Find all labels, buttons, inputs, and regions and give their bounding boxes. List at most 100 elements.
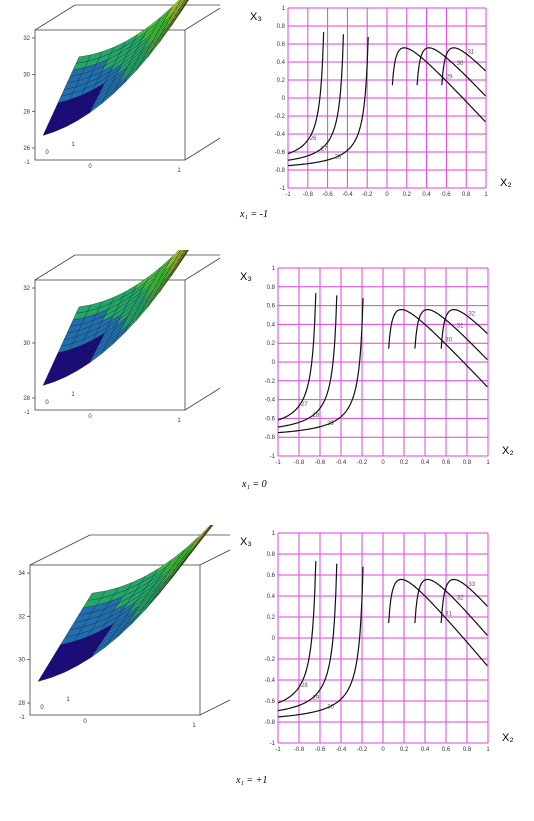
surface-facet bbox=[174, 250, 185, 261]
surface-facet bbox=[177, 250, 183, 256]
contour-label: 29 bbox=[446, 75, 453, 81]
surface-facet bbox=[169, 0, 182, 12]
x-tick-label: 0 bbox=[385, 192, 389, 198]
x-tick-label: -1 bbox=[285, 192, 291, 198]
surface-facet bbox=[174, 0, 185, 11]
contour-line bbox=[277, 295, 338, 428]
y-tick-label: 1 bbox=[272, 266, 276, 272]
x-tick-label: 1 bbox=[486, 747, 490, 753]
contour-line bbox=[277, 298, 364, 434]
box-edge bbox=[90, 534, 230, 536]
surface-facet bbox=[180, 0, 187, 7]
box-edge bbox=[184, 257, 220, 281]
x-tick-label: 0.2 bbox=[400, 460, 409, 466]
x-tick-label: -1 bbox=[275, 460, 281, 466]
box-edge bbox=[199, 549, 230, 566]
x-tick-label: -0.4 bbox=[336, 747, 347, 753]
y-axis-label: X₃ bbox=[240, 536, 252, 548]
caption-row-2: x₁ = 0 bbox=[242, 479, 267, 490]
x-tick-label: -0.8 bbox=[294, 747, 305, 753]
base-tick-label: 1 bbox=[177, 418, 181, 424]
y-tick-label: 0 bbox=[272, 636, 276, 642]
contour-label: 33 bbox=[468, 582, 475, 588]
base-tick-label: 0 bbox=[88, 414, 92, 420]
surface-plot-3: 34 32 30 28 -1 0 1 0 1 bbox=[18, 525, 230, 729]
contour-label: 28 bbox=[335, 154, 342, 160]
surface-facet bbox=[180, 250, 187, 257]
box-edge bbox=[75, 254, 220, 256]
contour-label: 26 bbox=[310, 136, 317, 142]
surface-facet bbox=[166, 0, 182, 18]
x-tick-label: 0.8 bbox=[463, 460, 472, 466]
y-tick-label: 1 bbox=[272, 531, 276, 537]
surface-facet bbox=[183, 0, 186, 2]
base-tick-label: 0 bbox=[45, 400, 49, 406]
x-tick-label: -0.2 bbox=[362, 192, 373, 198]
x-tick-label: 1 bbox=[486, 460, 490, 466]
z-tick-label: 28 bbox=[23, 109, 30, 115]
contour-line bbox=[388, 308, 488, 388]
x-axis-label: X₂ bbox=[502, 732, 514, 744]
surface-facet bbox=[177, 250, 188, 263]
contour-line bbox=[388, 578, 488, 667]
x-tick-label: 0.6 bbox=[442, 192, 451, 198]
x-axis-label: X₂ bbox=[502, 445, 514, 457]
contour-label: 27 bbox=[301, 402, 308, 408]
x-tick-label: -0.4 bbox=[336, 460, 347, 466]
base-tick-label: 0 bbox=[83, 719, 87, 725]
surface-facet bbox=[174, 250, 188, 268]
x-tick-label: -1 bbox=[275, 747, 281, 753]
y-tick-label: 0.2 bbox=[277, 78, 286, 84]
z-tick-label: 32 bbox=[23, 286, 30, 292]
base-tick-label: -1 bbox=[24, 410, 30, 416]
y-tick-label: -0.6 bbox=[265, 699, 276, 705]
y-tick-label: -1 bbox=[280, 186, 286, 192]
x-tick-label: 0 bbox=[381, 747, 385, 753]
contour-line bbox=[391, 47, 486, 123]
y-tick-label: 0.4 bbox=[267, 322, 276, 328]
contour-line bbox=[287, 36, 369, 167]
y-tick-label: 0 bbox=[282, 96, 286, 102]
base-tick-label: -1 bbox=[19, 715, 25, 721]
surface-facet bbox=[211, 525, 213, 527]
surface-facet bbox=[186, 250, 188, 252]
box-edge bbox=[184, 137, 220, 161]
box-edge bbox=[184, 387, 220, 411]
contour-line bbox=[287, 32, 325, 155]
x-tick-label: 0 bbox=[381, 460, 385, 466]
x-tick-label: 0.2 bbox=[400, 747, 409, 753]
box-edge bbox=[29, 534, 91, 566]
x-tick-label: -0.4 bbox=[342, 192, 353, 198]
y-tick-label: 0.6 bbox=[267, 304, 276, 310]
box-edge bbox=[75, 4, 220, 6]
y-tick-label: -0.4 bbox=[275, 132, 286, 138]
x-tick-label: 0.6 bbox=[442, 747, 451, 753]
x-tick-label: 0.8 bbox=[462, 192, 471, 198]
surface-facet bbox=[171, 0, 185, 16]
surface-plot-1: 32 30 28 26 -1 0 1 0 1 bbox=[23, 0, 220, 174]
z-tick-label: 30 bbox=[23, 73, 30, 79]
base-tick-label: 0 bbox=[88, 164, 92, 170]
base-tick-label: 1 bbox=[66, 697, 70, 703]
y-tick-label: 0.8 bbox=[277, 24, 286, 30]
x-tick-label: 0.8 bbox=[463, 747, 472, 753]
y-axis-label: X₃ bbox=[250, 11, 262, 23]
y-tick-label: -0.2 bbox=[275, 114, 286, 120]
contour-line bbox=[441, 47, 486, 86]
contour-line bbox=[416, 47, 486, 97]
surface-facet bbox=[183, 250, 186, 252]
contour-label: 30 bbox=[327, 705, 334, 711]
surface-facet bbox=[177, 0, 188, 13]
x-tick-label: -0.2 bbox=[357, 747, 368, 753]
z-tick-label: 32 bbox=[23, 36, 30, 42]
contour-line bbox=[277, 563, 338, 712]
z-tick-label: 26 bbox=[23, 146, 30, 152]
y-tick-label: 1 bbox=[282, 6, 286, 12]
surface-facet bbox=[174, 0, 188, 18]
surface-facet bbox=[211, 525, 214, 527]
y-tick-label: 0.6 bbox=[267, 573, 276, 579]
surface-facet bbox=[183, 250, 189, 257]
x-tick-label: -0.6 bbox=[322, 192, 333, 198]
y-tick-label: 0.4 bbox=[277, 60, 286, 66]
contour-label: 30 bbox=[457, 61, 464, 67]
